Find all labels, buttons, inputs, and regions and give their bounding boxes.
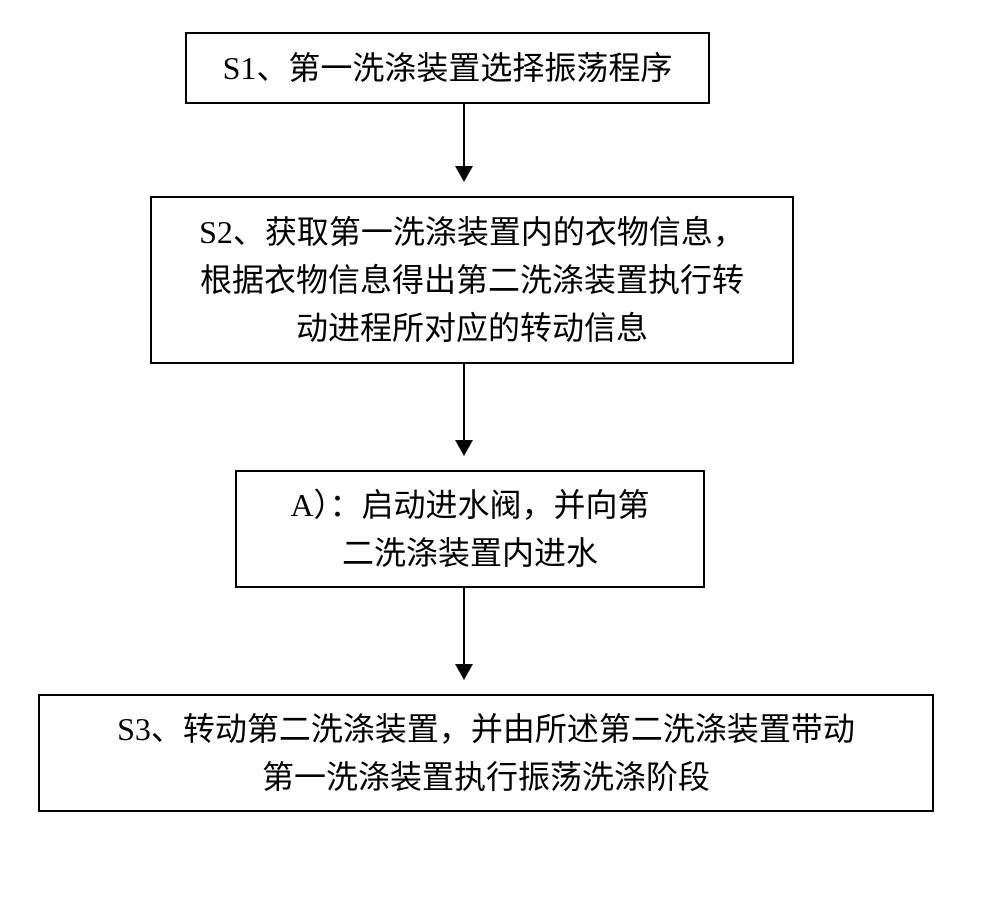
flowchart-arrow-3 xyxy=(463,588,465,678)
flowchart-node-s2: S2、获取第一洗涤装置内的衣物信息， 根据衣物信息得出第二洗涤装置执行转 动进程… xyxy=(150,196,794,364)
flowchart-node-s3: S3、转动第二洗涤装置，并由所述第二洗涤装置带动 第一洗涤装置执行振荡洗涤阶段 xyxy=(38,694,934,812)
flowchart-node-s1: S1、第一洗涤装置选择振荡程序 xyxy=(185,32,710,104)
node-s3-text: S3、转动第二洗涤装置，并由所述第二洗涤装置带动 第一洗涤装置执行振荡洗涤阶段 xyxy=(117,705,855,801)
node-a-text: A）：启动进水阀，并向第 二洗涤装置内进水 xyxy=(290,481,649,577)
flowchart-arrow-1 xyxy=(463,104,465,180)
node-s1-text: S1、第一洗涤装置选择振荡程序 xyxy=(223,44,673,92)
flowchart-arrow-2 xyxy=(463,364,465,454)
flowchart-container: S1、第一洗涤装置选择振荡程序 S2、获取第一洗涤装置内的衣物信息， 根据衣物信… xyxy=(0,0,1000,918)
node-s2-text: S2、获取第一洗涤装置内的衣物信息， 根据衣物信息得出第二洗涤装置执行转 动进程… xyxy=(199,208,745,352)
flowchart-node-a: A）：启动进水阀，并向第 二洗涤装置内进水 xyxy=(235,470,705,588)
